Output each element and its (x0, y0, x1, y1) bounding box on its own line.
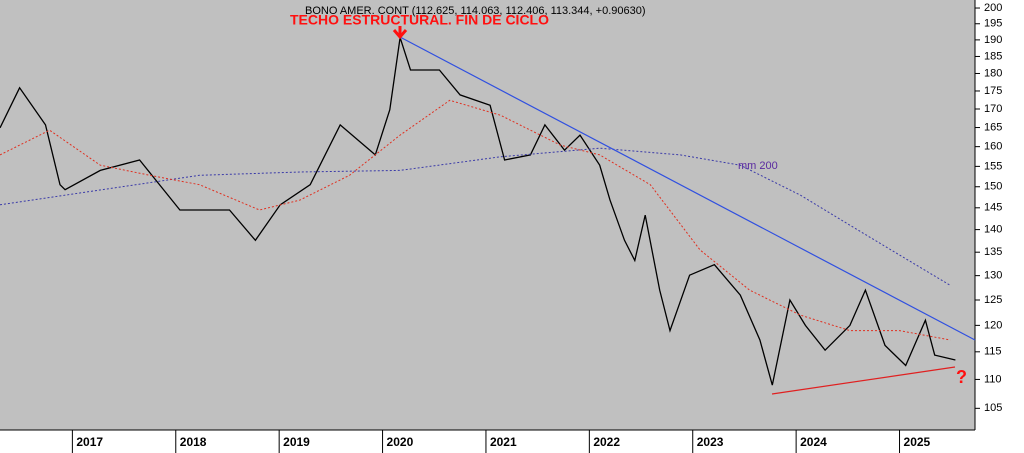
y-tick-label: 195 (984, 18, 1002, 30)
series-line (0, 147, 951, 286)
y-tick-label: 180 (984, 67, 1002, 79)
annotation: TECHO ESTRUCTURAL. FIN DE CICLO (290, 12, 549, 28)
y-tick-label: 145 (984, 202, 1002, 214)
x-tick-label: 2018 (180, 435, 207, 449)
y-tick-label: 160 (984, 141, 1002, 153)
x-tick-label: 2024 (800, 435, 827, 449)
y-tick-label: 200 (984, 2, 1002, 14)
x-tick-label: 2025 (904, 435, 931, 449)
x-tick-label: 2022 (593, 435, 620, 449)
y-tick-label: 175 (984, 85, 1002, 97)
series-line (0, 99, 951, 341)
plot-area (0, 0, 975, 430)
annotation: ? (956, 367, 967, 387)
y-tick-label: 110 (984, 373, 1002, 385)
resistance-trendline (399, 36, 976, 341)
x-tick-label: 2021 (490, 435, 517, 449)
y-tick-label: 170 (984, 103, 1002, 115)
y-tick-label: 130 (984, 270, 1002, 282)
y-tick-label: 115 (984, 346, 1002, 358)
series-label: mm 200 (738, 160, 778, 172)
y-tick-label: 150 (984, 181, 1002, 193)
y-tick-label: 120 (984, 319, 1002, 331)
x-tick-label: 2023 (697, 435, 724, 449)
series-line (0, 37, 956, 386)
y-tick-label: 155 (984, 160, 1002, 172)
y-tick-label: 105 (984, 402, 1002, 414)
y-tick-label: 185 (984, 50, 1002, 62)
marks (0, 37, 956, 386)
x-tick-label: 2020 (387, 435, 414, 449)
y-tick-label: 140 (984, 224, 1002, 236)
arrow (392, 26, 408, 40)
y-tick-label: 165 (984, 121, 1002, 133)
support-trendline (771, 366, 956, 395)
y-tick-label: 135 (984, 246, 1002, 258)
x-tick-label: 2017 (76, 435, 103, 449)
x-tick-label: 2019 (283, 435, 310, 449)
chart-title: BONO AMER. CONT (112.625, 114.063, 112.4… (305, 5, 646, 17)
y-tick-label: 125 (984, 294, 1002, 306)
y-tick-label: 190 (984, 34, 1002, 46)
